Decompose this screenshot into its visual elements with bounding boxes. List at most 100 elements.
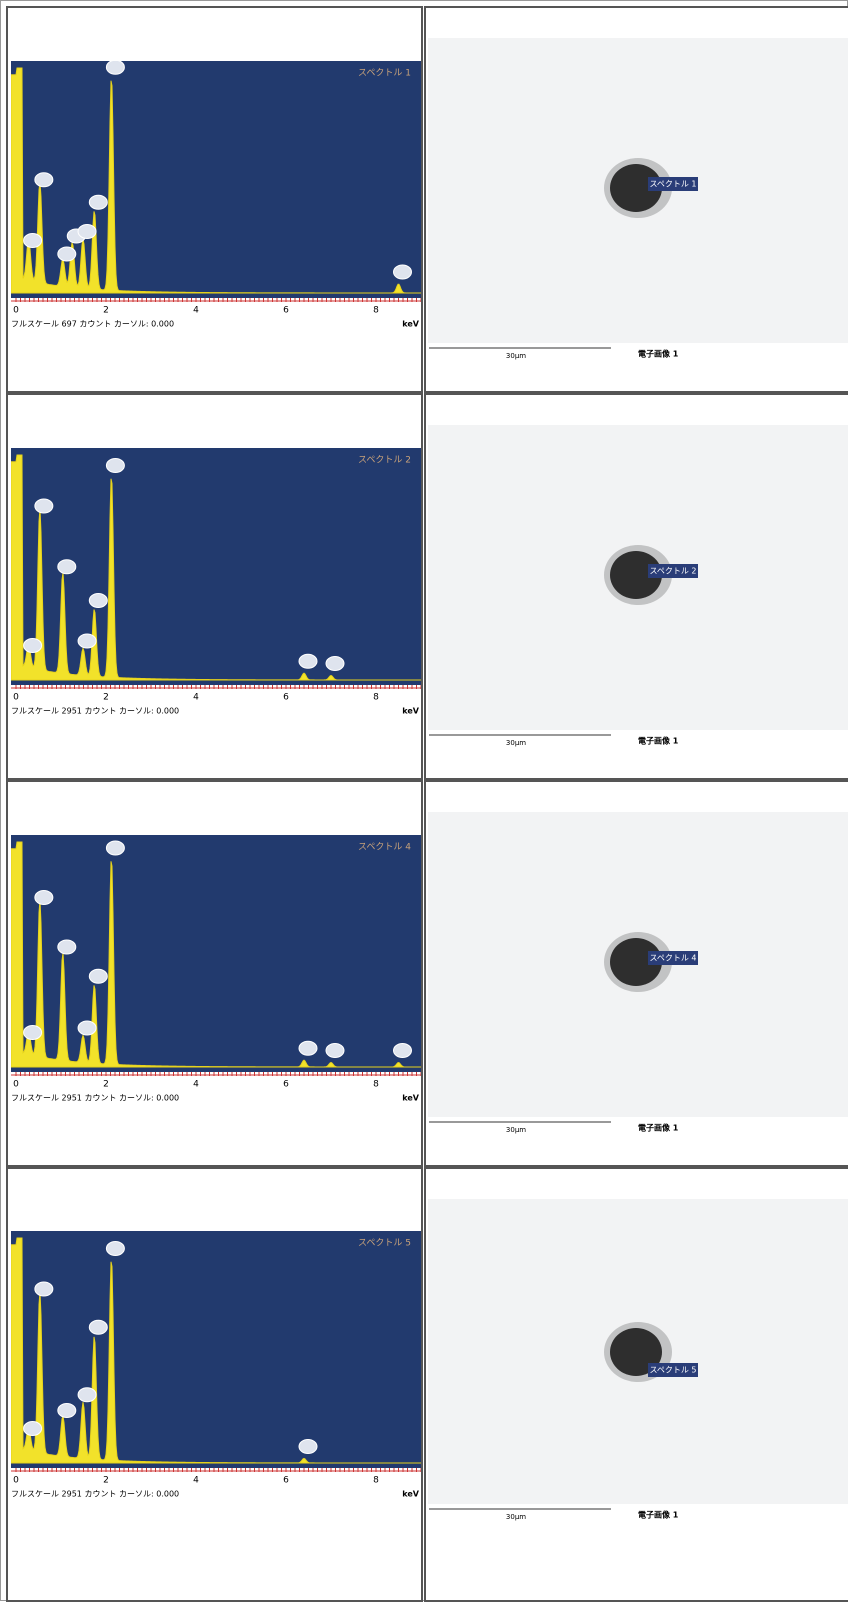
particle-halo — [604, 545, 672, 605]
scale-bar-label: 30μm — [506, 1513, 526, 1521]
spot-label: スペクトル 2 — [649, 567, 696, 576]
peak-label — [23, 1025, 43, 1040]
sem-image: スペクトル 5 30μm 電子画像 1 — [428, 1199, 848, 1522]
x-tick-label: 2 — [103, 1080, 109, 1090]
x-tick-label: 0 — [13, 306, 19, 316]
spectrum-title: スペクトル 2 — [358, 455, 411, 466]
axis-unit: keV — [402, 1094, 420, 1103]
spectrum-footer: フルスケール 2951 カウント カーソル: 0.000 — [11, 1490, 179, 1499]
scale-bar-label: 30μm — [506, 739, 526, 747]
x-tick-label: 6 — [283, 1080, 289, 1090]
axis-strip — [11, 1468, 421, 1504]
spot-label-bg — [648, 1363, 698, 1377]
x-tick-label: 2 — [103, 1476, 109, 1486]
spectrum-cell: スペクトル 4 0 2 4 6 8 keV フルスケール 2951 カウント カーソル: 0.… — [6, 780, 423, 1167]
axis-unit: keV — [402, 320, 420, 329]
x-tick-label: 8 — [373, 306, 379, 316]
peak-label — [57, 1403, 77, 1418]
spectrum-trace — [11, 841, 421, 1068]
image-caption: 電子画像 1 — [638, 349, 679, 359]
spot-label: スペクトル 4 — [649, 954, 696, 963]
peak-label — [34, 1281, 54, 1297]
axis-strip — [11, 298, 421, 334]
particle — [610, 551, 662, 599]
spot-label: スペクトル 1 — [649, 180, 696, 189]
axis-unit: keV — [402, 707, 420, 716]
sem-image: スペクトル 1 30μm 電子画像 1 — [428, 38, 848, 361]
peak-label — [298, 1040, 318, 1056]
spot-label-bg — [648, 177, 698, 191]
peak-label — [23, 638, 43, 653]
x-tick-label: 6 — [283, 693, 289, 703]
axis-strip — [11, 685, 421, 721]
image-cell: スペクトル 1 30μm 電子画像 1 — [424, 6, 848, 393]
x-tick-label: 0 — [13, 1080, 19, 1090]
peak-label — [298, 653, 318, 669]
spectrum-trace — [11, 67, 421, 294]
spectrum-trace — [11, 1237, 421, 1464]
spectrum-cell: スペクトル 1 0 2 4 6 8 keV フルスケール 697 カウント カーソル: 0.0… — [6, 6, 423, 393]
axis-unit: keV — [402, 1490, 420, 1499]
spectrum-footer: フルスケール 2951 カウント カーソル: 0.000 — [11, 707, 179, 716]
spectrum-footer: フルスケール 2951 カウント カーソル: 0.000 — [11, 1094, 179, 1103]
peak-label — [57, 246, 77, 262]
sem-image: スペクトル 4 30μm 電子画像 1 — [428, 812, 848, 1135]
plot-bg — [11, 835, 421, 1072]
x-tick-label: 8 — [373, 693, 379, 703]
spectrum: スペクトル 1 0 2 4 6 8 keV フルスケール 697 カウント カーソル: 0.0… — [11, 61, 421, 334]
spectrum-footer: フルスケール 697 カウント カーソル: 0.000 — [11, 320, 174, 329]
plot-bg — [11, 61, 421, 298]
scale-bar-label: 30μm — [506, 1126, 526, 1134]
plot-bg — [11, 1231, 421, 1468]
peak-label — [298, 1439, 318, 1454]
x-tick-label: 2 — [103, 306, 109, 316]
particle — [610, 164, 662, 212]
sem-image: スペクトル 2 30μm 電子画像 1 — [428, 425, 848, 748]
spectrum: スペクトル 2 0 2 4 6 8 keV フルスケール 2951 カウント カーソル: 0.… — [11, 448, 421, 721]
peak-label — [88, 968, 108, 984]
spectrum-title: スペクトル 1 — [358, 68, 411, 79]
plot-bg — [11, 448, 421, 685]
spot-label-bg — [648, 564, 698, 578]
image-cell: スペクトル 2 30μm 電子画像 1 — [424, 393, 848, 780]
spectrum-cell: スペクトル 2 0 2 4 6 8 keV フルスケール 2951 カウント カーソル: 0.… — [6, 393, 423, 780]
x-tick-label: 6 — [283, 306, 289, 316]
spot-label: スペクトル 5 — [649, 1366, 696, 1375]
x-tick-label: 8 — [373, 1080, 379, 1090]
peak-label — [105, 1241, 125, 1256]
peak-label — [77, 1387, 97, 1403]
spectrum-cell: スペクトル 5 0 2 4 6 8 keV フルスケール 2951 カウント カーソル: 0.… — [6, 1167, 423, 1602]
peak-label — [34, 172, 54, 188]
peak-label — [105, 61, 125, 75]
spectrum: スペクトル 4 0 2 4 6 8 keV フルスケール 2951 カウント カーソル: 0.… — [11, 835, 421, 1108]
image-caption: 電子画像 1 — [638, 1510, 679, 1520]
x-tick-label: 0 — [13, 1476, 19, 1486]
image-caption: 電子画像 1 — [638, 736, 679, 746]
peak-label — [77, 633, 97, 649]
scale-bar-label: 30μm — [506, 352, 526, 360]
peak-label — [393, 264, 412, 280]
peak-label — [325, 1043, 345, 1058]
peak-label — [77, 224, 97, 239]
x-tick-label: 8 — [373, 1476, 379, 1486]
peak-label — [88, 1319, 108, 1335]
particle-halo — [604, 158, 672, 218]
peak-label — [57, 939, 77, 955]
peak-label — [34, 498, 54, 514]
peak-label — [88, 593, 108, 608]
x-tick-label: 6 — [283, 1476, 289, 1486]
peak-label — [23, 233, 43, 248]
peak-label — [325, 656, 345, 671]
peak-label — [105, 458, 125, 473]
x-tick-label: 0 — [13, 693, 19, 703]
particle-halo — [604, 932, 672, 992]
spectrum-title: スペクトル 5 — [358, 1238, 411, 1249]
peak-label — [105, 840, 125, 856]
spot-label-bg — [648, 951, 698, 965]
x-tick-label: 4 — [193, 306, 199, 316]
image-cell: スペクトル 4 30μm 電子画像 1 — [424, 780, 848, 1167]
image-cell: スペクトル 5 30μm 電子画像 1 — [424, 1167, 848, 1602]
peak-label — [393, 1043, 412, 1058]
